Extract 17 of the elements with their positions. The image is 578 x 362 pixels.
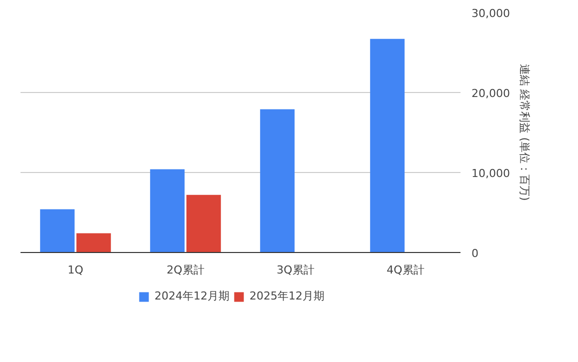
bar [150, 169, 185, 252]
y-tick-label: 20,000 [472, 87, 510, 100]
legend-label: 2025年12月期 [250, 288, 324, 304]
bar [76, 233, 111, 252]
y-tick-label: 30,000 [472, 7, 510, 20]
y-axis-title: 連結 経常利益 (単位：百万) [518, 64, 531, 201]
legend-label: 2024年12月期 [154, 288, 230, 304]
x-tick-label: 3Q累計 [276, 264, 314, 276]
x-tick-label: 2Q累計 [166, 264, 204, 276]
bar [260, 109, 295, 252]
x-tick-label: 4Q累計 [386, 264, 424, 276]
bar [370, 38, 405, 252]
bar [40, 209, 75, 252]
x-tick-label: 1Q [68, 264, 84, 276]
y-tick-label: 10,000 [472, 167, 510, 180]
y-tick-label: 0 [472, 247, 478, 260]
bar [186, 194, 221, 252]
